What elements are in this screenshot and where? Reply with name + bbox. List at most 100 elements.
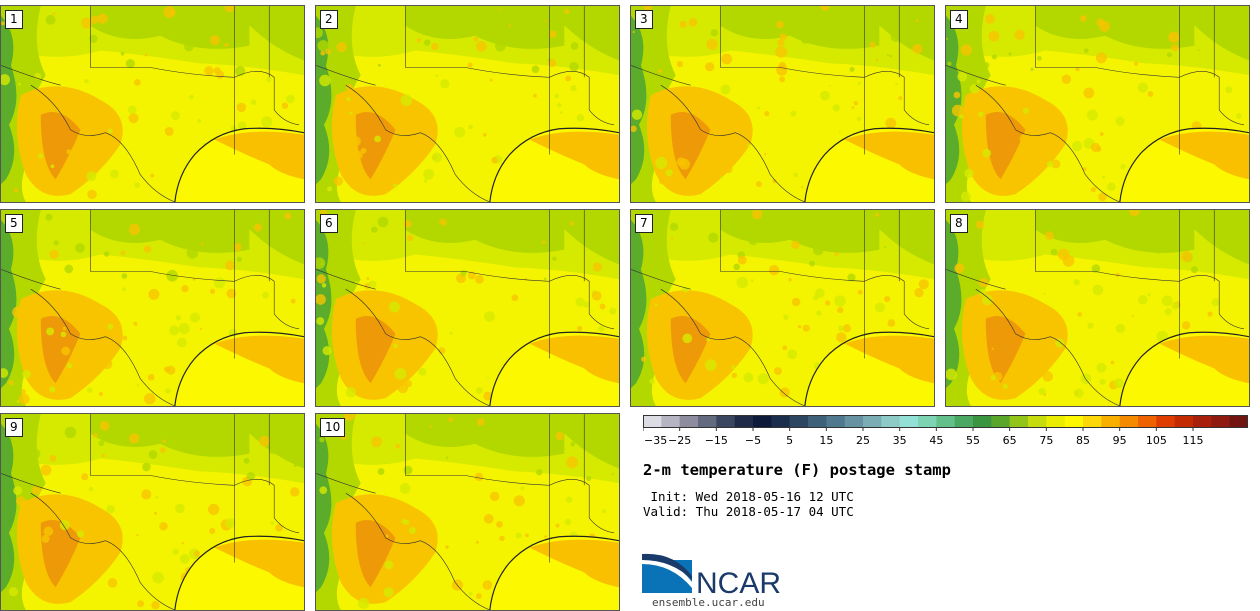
gulf-warm-water	[529, 539, 619, 588]
speckle	[755, 181, 762, 188]
speckle	[947, 61, 952, 66]
speckle	[59, 99, 65, 106]
arkansas-louisiana-border	[234, 275, 300, 330]
speckle	[853, 101, 859, 106]
speckle	[474, 472, 484, 482]
speckle	[423, 179, 428, 183]
speckle	[95, 312, 107, 324]
speckle	[368, 280, 377, 289]
speckle	[776, 20, 784, 29]
speckle	[141, 489, 152, 500]
speckle	[237, 121, 247, 131]
map-panel-7: 7	[630, 209, 935, 407]
speckle	[547, 58, 557, 68]
speckle	[84, 78, 89, 84]
speckle	[611, 212, 615, 216]
speckle	[101, 453, 105, 458]
speckle	[472, 213, 475, 217]
map-panel-2: 2	[315, 5, 620, 203]
speckle	[126, 227, 130, 231]
speckle	[890, 31, 901, 43]
speckle	[570, 441, 576, 447]
speckle	[721, 53, 733, 65]
speckle	[290, 298, 296, 304]
speckle	[1225, 86, 1233, 94]
speckle	[86, 387, 93, 393]
speckle	[631, 125, 637, 133]
speckle	[316, 257, 326, 269]
speckle	[851, 106, 855, 109]
speckle	[41, 534, 50, 543]
coastline	[1119, 331, 1249, 406]
speckle	[164, 366, 170, 373]
speckle	[1, 21, 5, 26]
colorbar-tick-label: 35	[893, 434, 907, 447]
speckle	[1099, 132, 1104, 136]
speckle	[106, 504, 115, 514]
speckle	[565, 75, 572, 82]
map-image	[946, 210, 1249, 406]
speckle	[62, 326, 67, 331]
speckle	[353, 150, 363, 160]
panel-number-label: 7	[635, 214, 653, 233]
speckle	[322, 346, 332, 356]
speckle	[1073, 278, 1080, 286]
speckle	[790, 110, 797, 117]
speckle	[1233, 221, 1238, 226]
rio-grande	[660, 288, 805, 406]
speckle	[286, 94, 295, 104]
speckle	[61, 346, 71, 356]
speckle	[172, 548, 179, 555]
speckle	[751, 210, 763, 220]
colorbar-segment	[881, 415, 901, 427]
speckle	[591, 290, 602, 301]
speckle	[476, 41, 487, 52]
rio-grande	[345, 492, 490, 610]
north-green	[720, 6, 880, 49]
speckle	[575, 297, 585, 307]
speckle	[680, 187, 684, 191]
speckle	[475, 275, 484, 284]
colorbar-segment	[1046, 415, 1066, 427]
colorbar-segment	[936, 415, 956, 427]
speckle	[856, 116, 862, 122]
speckle	[487, 376, 490, 379]
speckle	[136, 533, 139, 537]
speckle	[525, 533, 529, 538]
colorbar-tick-label: −35	[644, 434, 667, 447]
speckle	[957, 71, 968, 82]
speckle	[128, 433, 140, 444]
northeast-green	[239, 414, 304, 469]
heat-core	[985, 112, 1026, 180]
colorbar-tick-label: 115	[1183, 434, 1204, 447]
speckle	[1115, 323, 1126, 334]
speckle	[869, 41, 876, 48]
speckle	[982, 62, 990, 69]
speckle	[985, 14, 995, 24]
west-border	[946, 65, 1006, 86]
speckle	[176, 337, 187, 348]
speckle	[536, 469, 543, 476]
speckle	[184, 41, 194, 52]
speckle	[377, 63, 381, 67]
west-border	[946, 269, 1006, 290]
speckle	[216, 437, 220, 441]
speckle	[884, 296, 891, 303]
speckle	[857, 32, 863, 37]
speckle	[669, 222, 679, 231]
speckle	[1135, 234, 1144, 243]
speckle	[662, 357, 670, 365]
oklahoma-border	[1035, 6, 1180, 78]
speckle	[834, 251, 839, 256]
speckle	[720, 84, 731, 95]
speckle	[136, 383, 140, 387]
colorbar-segment	[1119, 415, 1139, 427]
north-green	[720, 210, 880, 253]
speckle	[316, 27, 323, 39]
speckle	[488, 9, 493, 14]
rio-grande	[975, 84, 1120, 202]
colorbar-segment	[1083, 415, 1102, 427]
speckle	[1107, 182, 1116, 192]
gulf-warm-water	[1159, 335, 1249, 384]
west-dark	[631, 219, 647, 389]
